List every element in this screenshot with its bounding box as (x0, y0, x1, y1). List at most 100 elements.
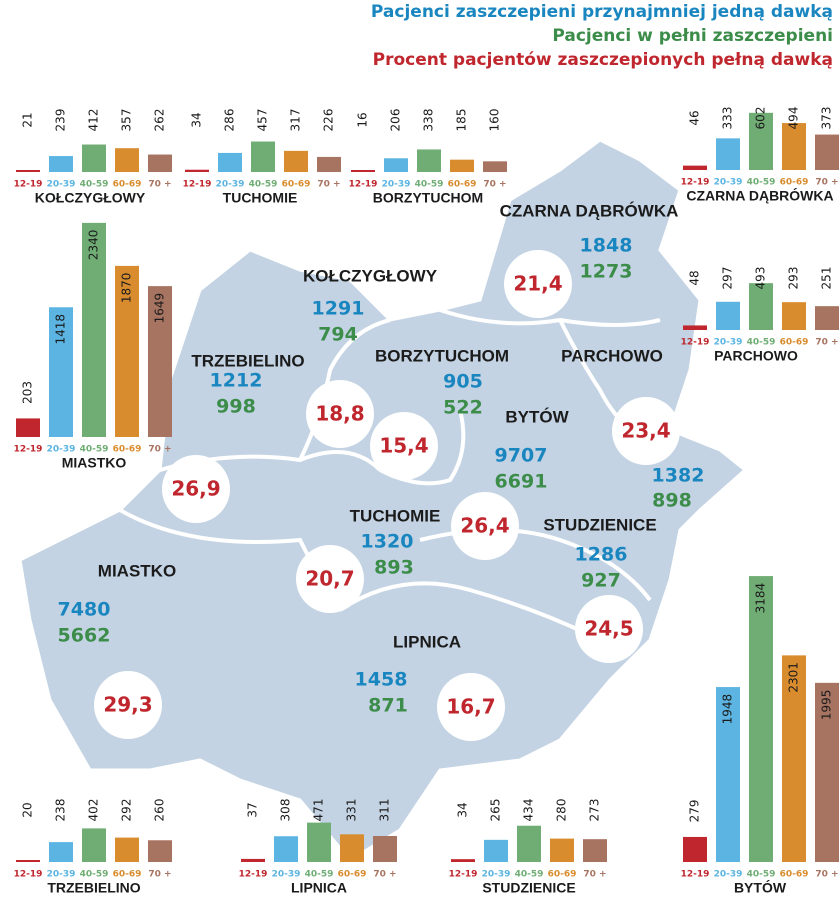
category-tick-label: 20-39 (216, 180, 245, 190)
bar-value-label: 402 (87, 799, 101, 822)
category-tick-label: 12-19 (681, 338, 710, 348)
bar-value-label: 471 (312, 799, 326, 822)
category-tick-label: 40-59 (747, 870, 776, 880)
map-first-dose-value: 7480 (58, 599, 111, 621)
category-tick-label: 70 + (148, 180, 171, 190)
bar-value-label: 1649 (153, 293, 167, 324)
category-tick-label: 40-59 (80, 180, 109, 190)
map-first-dose-value: 1382 (652, 465, 705, 487)
map-labels: CZARNA DĄBRÓWKA 1848 1273 21,4 KOŁCZYGŁOWY 12… (58, 201, 704, 741)
bar-value-label: 297 (721, 267, 735, 290)
category-tick-label: 60-69 (448, 180, 477, 190)
county-outline (18, 138, 748, 862)
map-region-name: TRZEBIELINO (191, 351, 304, 370)
category-tick-label: 60-69 (780, 178, 809, 188)
category-tick-label: 20-39 (47, 180, 76, 190)
category-tick-label: 12-19 (449, 870, 478, 880)
category-tick-label: 40-59 (305, 870, 334, 880)
bar-value-label: 357 (120, 109, 134, 132)
bar-chart-parchowo: 48 12-19 297 20-39 493 40-59 293 60-69 251 70 + PA… (681, 267, 839, 364)
chart-title: CZARNA DĄBRÓWKA (686, 187, 833, 204)
category-tick-label: 60-69 (780, 870, 809, 880)
bar-value-label: 311 (378, 799, 392, 822)
bar-value-label: 21 (21, 112, 35, 127)
bar-value-label: 338 (422, 109, 436, 132)
map-region-name: BYTÓW (505, 407, 569, 426)
bar-40-59 (749, 576, 773, 862)
bar-70 (815, 134, 839, 170)
bar-chart-tuchomie: 34 12-19 286 20-39 457 40-59 317 60-69 226 70 + TU… (183, 109, 341, 206)
map (18, 138, 748, 862)
map-percent-value: 23,4 (621, 419, 670, 443)
bar-value-label: 286 (223, 109, 237, 132)
bar-value-label: 185 (455, 109, 469, 132)
map-percent-value: 24,5 (584, 617, 633, 641)
bar-70 (148, 286, 172, 437)
bar-40-59 (82, 828, 106, 862)
map-percent-value: 26,4 (460, 514, 509, 538)
chart-title: BORZYTUCHOM (373, 190, 483, 206)
percent-circle (306, 380, 374, 448)
map-first-dose-value: 1286 (575, 544, 628, 566)
map-region-miastko: MIASTKO 7480 5662 29,3 (58, 561, 176, 739)
bar-value-label: 1948 (721, 694, 735, 725)
map-first-dose-value: 1291 (312, 298, 365, 320)
bar-value-label: 494 (787, 107, 801, 130)
legend-percent: Procent pacjentów zaszczepionych pełną d… (372, 50, 833, 70)
bar-70 (815, 306, 839, 330)
map-percent-value: 15,4 (379, 434, 428, 458)
map-full-value: 898 (652, 490, 692, 512)
bar-40-59 (517, 825, 541, 862)
bar-chart-lipnica: 37 12-19 308 20-39 471 40-59 331 60-69 311 70 + LI… (239, 799, 397, 896)
category-tick-label: 12-19 (14, 870, 43, 880)
map-region-czarna-dabrowka: CZARNA DĄBRÓWKA 1848 1273 21,4 (500, 201, 678, 318)
bar-12-19 (451, 859, 475, 862)
bar-70 (483, 161, 507, 172)
map-region-studzienice: STUDZIENICE 1286 927 24,5 (543, 515, 657, 663)
map-full-value: 794 (318, 324, 358, 346)
map-region-name: KOŁCZYGŁOWY (303, 266, 438, 285)
category-tick-label: 70 + (583, 870, 606, 880)
chart-title: STUDZIENICE (482, 880, 575, 896)
map-full-value: 6691 (495, 471, 548, 493)
legend: Pacjenci zaszczepieni przynajmniej jedną… (371, 0, 833, 72)
map-first-dose-value: 1320 (361, 531, 414, 553)
map-percent-value: 18,8 (315, 402, 364, 426)
bar-70 (815, 682, 839, 862)
bar-60-69 (782, 302, 806, 330)
category-tick-label: 12-19 (349, 180, 378, 190)
bar-value-label: 37 (246, 802, 260, 817)
category-tick-label: 20-39 (714, 870, 743, 880)
category-tick-label: 40-59 (415, 180, 444, 190)
bar-value-label: 434 (522, 799, 536, 822)
bar-12-19 (16, 418, 40, 437)
map-region-lipnica: LIPNICA 1458 871 16,7 (355, 632, 505, 741)
bar-60-69 (450, 159, 474, 172)
percent-circle (451, 492, 519, 560)
category-tick-label: 12-19 (183, 180, 212, 190)
bar-value-label: 251 (820, 267, 834, 290)
bar-40-59 (417, 149, 441, 172)
bar-20-39 (484, 839, 508, 862)
bar-12-19 (241, 858, 265, 862)
bar-value-label: 262 (153, 109, 167, 132)
bar-value-label: 46 (688, 110, 702, 125)
bar-value-label: 280 (555, 799, 569, 822)
category-tick-label: 60-69 (282, 180, 311, 190)
category-tick-label: 70 + (317, 180, 340, 190)
category-tick-label: 70 + (815, 338, 838, 348)
map-region-parchowo: PARCHOWO 1382 898 23,4 (561, 346, 704, 511)
bar-20-39 (384, 158, 408, 172)
chart-title: TRZEBIELINO (47, 880, 140, 896)
bar-value-label: 308 (279, 799, 293, 822)
category-tick-label: 20-39 (714, 338, 743, 348)
bar-20-39 (49, 307, 73, 437)
bar-12-19 (185, 169, 209, 172)
bar-60-69 (782, 655, 806, 862)
bar-value-label: 1870 (120, 273, 134, 304)
bar-70 (317, 156, 341, 172)
category-tick-label: 70 + (148, 870, 171, 880)
bar-value-label: 20 (21, 802, 35, 817)
bar-20-39 (716, 138, 740, 170)
